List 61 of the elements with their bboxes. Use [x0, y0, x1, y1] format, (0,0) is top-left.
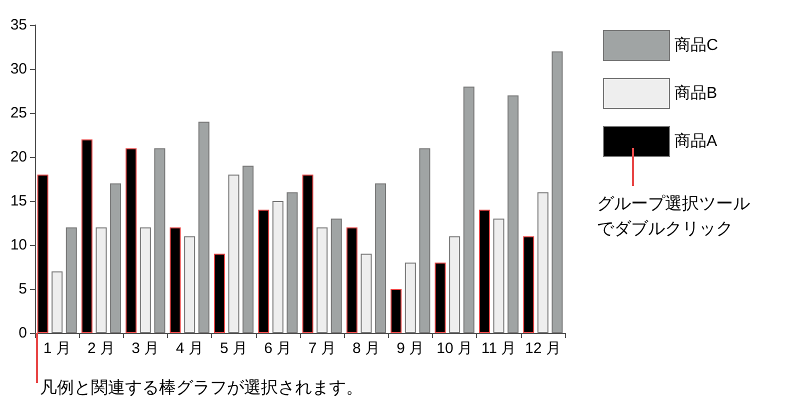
- bar: [198, 122, 210, 333]
- bar: [110, 183, 122, 333]
- bar: [508, 95, 519, 333]
- text: グループ選択ツールでダブルクリック: [597, 193, 751, 241]
- bar: [96, 227, 107, 333]
- y-tick-label: 5: [18, 280, 27, 298]
- bar: [449, 236, 460, 333]
- bar: [126, 148, 137, 333]
- bar: [66, 227, 77, 333]
- bar: [404, 262, 416, 333]
- y-tick-label: 30: [10, 60, 27, 78]
- bar: [228, 174, 240, 333]
- bar: [242, 166, 254, 333]
- bar: [419, 148, 430, 333]
- bar: [346, 227, 358, 333]
- y-tick-label: 10: [10, 236, 27, 254]
- bar: [272, 201, 284, 333]
- y-tick-label: 35: [10, 16, 27, 34]
- x-tick-label: 9 月: [396, 340, 424, 357]
- bar: [184, 236, 196, 333]
- bar: [463, 86, 474, 333]
- y-tick-label: 0: [18, 324, 27, 342]
- legend-label: 商品B: [674, 84, 718, 102]
- x-tick-label: 6 月: [264, 340, 292, 357]
- bar: [37, 174, 48, 333]
- legend-label: 商品C: [674, 36, 718, 54]
- bar: [170, 227, 181, 333]
- bar: [434, 262, 446, 333]
- x-tick-label: 5 月: [220, 340, 248, 357]
- bar: [478, 210, 490, 333]
- bar: [330, 218, 342, 333]
- bar: [154, 148, 166, 333]
- bar: [302, 174, 314, 333]
- y-tick-label: 15: [10, 192, 27, 210]
- bar: [552, 51, 563, 333]
- bar: [493, 218, 504, 333]
- x-tick-label: 11 月: [481, 340, 516, 357]
- bar: [390, 289, 402, 333]
- bar: [537, 192, 548, 333]
- bar: [52, 271, 63, 333]
- bar: [375, 183, 386, 333]
- bar: [140, 227, 151, 333]
- y-tick-label: 25: [10, 104, 27, 122]
- bar: [360, 254, 372, 333]
- x-tick-label: 3 月: [132, 340, 160, 357]
- x-tick-label: 2 月: [87, 340, 116, 357]
- bar: [258, 210, 270, 333]
- bar: [81, 139, 92, 333]
- bar: [214, 254, 225, 333]
- y-tick-label: 20: [10, 148, 27, 166]
- x-tick-label: 1 月: [43, 340, 71, 357]
- text: 凡例と関連する棒グラフが選択されます。: [40, 377, 363, 400]
- bar: [286, 192, 298, 333]
- x-tick-label: 4 月: [176, 340, 204, 357]
- bar: [523, 236, 534, 333]
- x-tick-label: 8 月: [352, 340, 380, 357]
- legend-label: 商品A: [674, 132, 718, 150]
- x-tick-label: 12 月: [524, 340, 561, 357]
- bar: [316, 227, 328, 333]
- x-tick-label: 7 月: [308, 340, 336, 357]
- x-tick-label: 10 月: [436, 340, 473, 357]
